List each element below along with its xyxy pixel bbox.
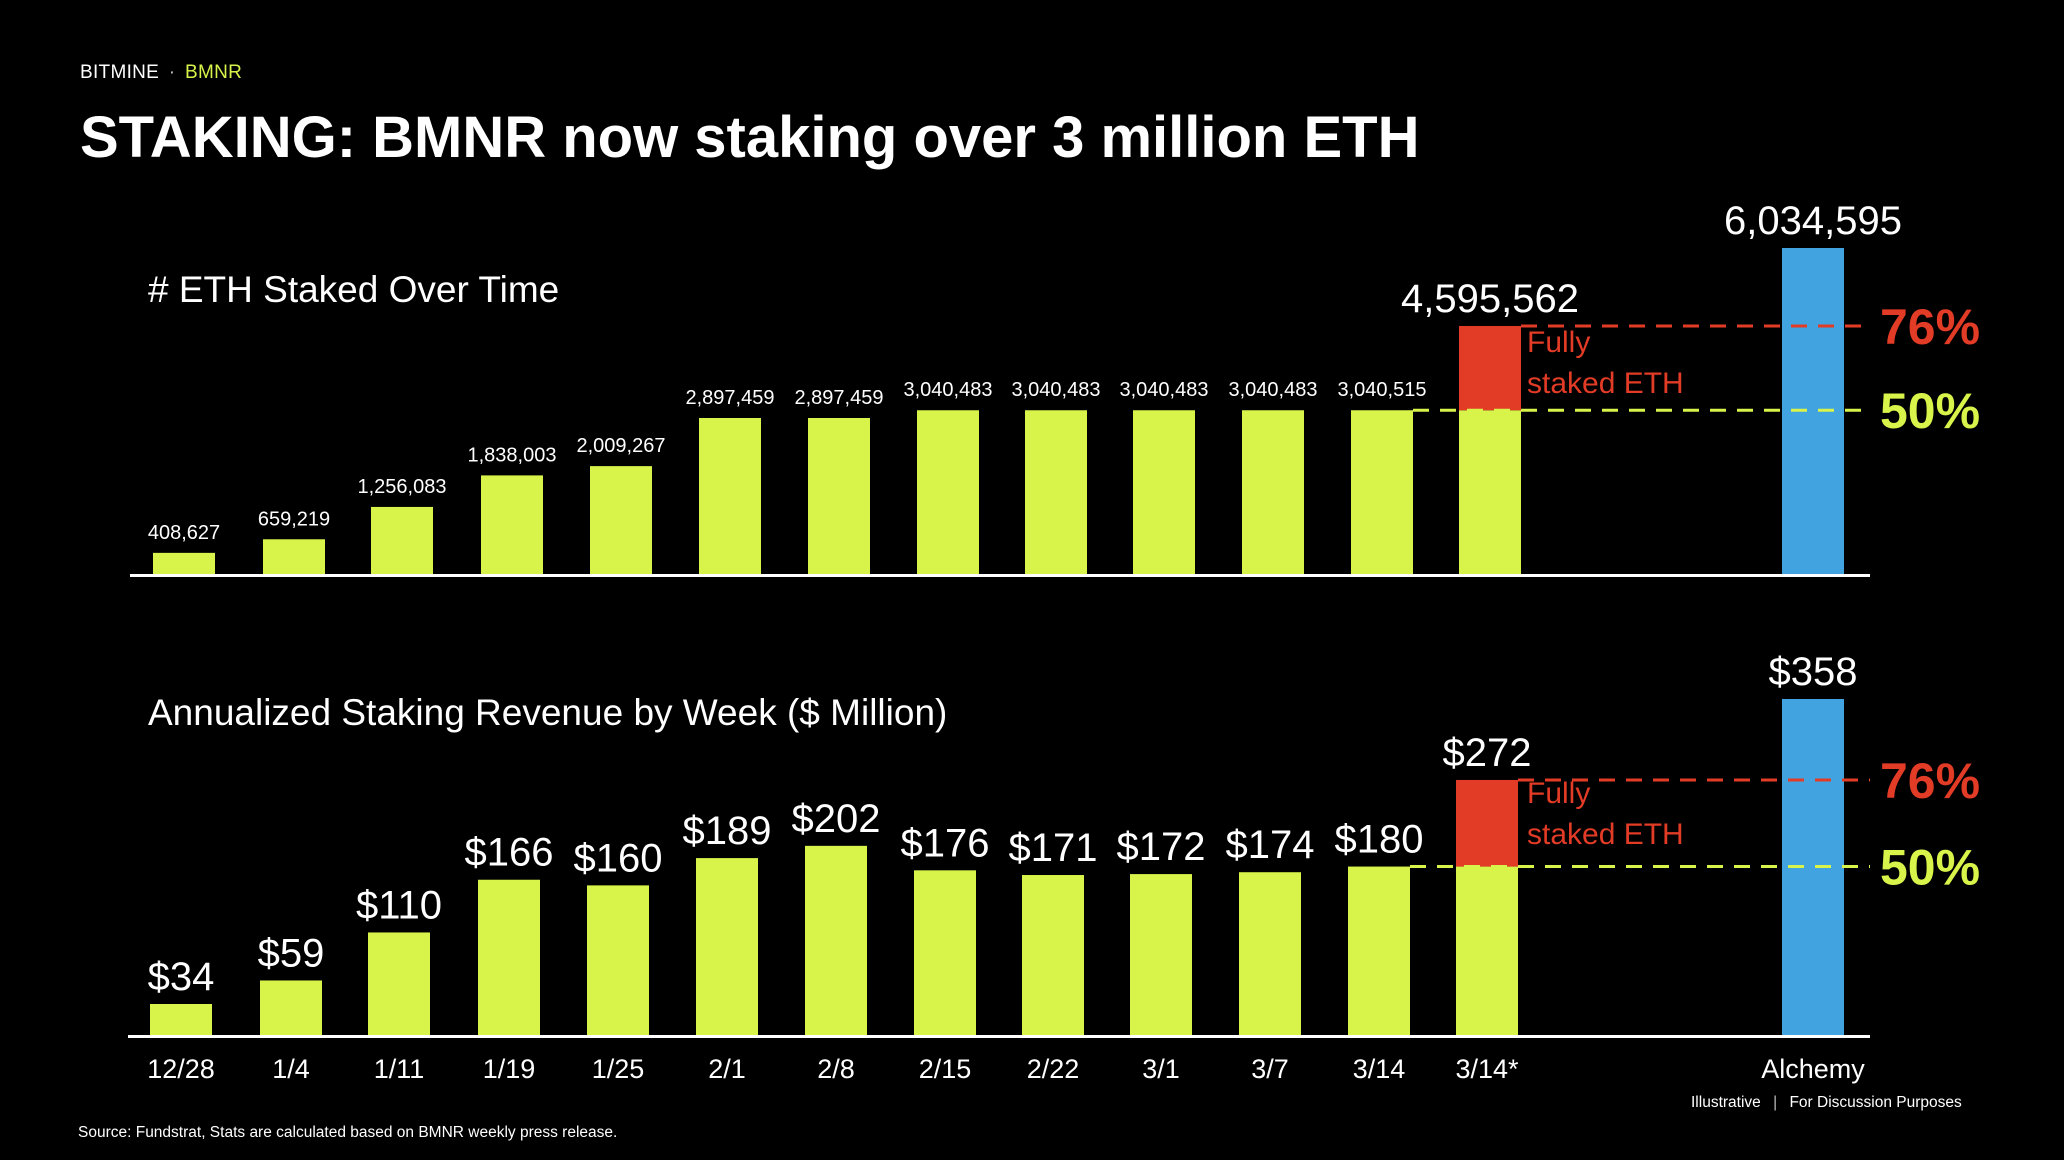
brand-ticker: BMNR [185,62,243,83]
tick-label-2: 1/11 [374,1054,425,1084]
chart-title-panel2: Annualized Staking Revenue by Week ($ Mi… [148,692,947,733]
data-label-panel1-6: 2,897,459 [795,387,884,409]
bar-panel2-10 [1239,872,1301,1036]
footnote-divider: | [1773,1094,1778,1111]
bar-panel1-8 [1025,410,1087,575]
bar-panel2-12 [1456,866,1518,1036]
bar-panel2-9 [1130,874,1192,1036]
bar-panel1-6 [808,417,870,575]
data-label-panel2-4: $160 [574,836,663,880]
bar-panel2-6 [805,845,867,1036]
bar-panel1-2 [371,506,433,575]
bar-panel2-3 [478,879,540,1036]
data-label-panel1-13: 6,034,595 [1724,199,1902,243]
footnote-discussion: For Discussion Purposes [1789,1094,1962,1111]
data-label-panel1-5: 2,897,459 [686,387,775,409]
bar-panel2-0 [150,1003,212,1036]
brand-header: BITMINE · BMNR [80,62,242,84]
brand-company: BITMINE [80,62,160,83]
tick-label-10: 3/7 [1251,1054,1289,1084]
bar-panel2-7 [914,870,976,1036]
tick-label-9: 3/1 [1142,1054,1180,1084]
data-label-panel1-2: 1,256,083 [358,476,447,498]
tick-label-6: 2/8 [817,1054,855,1084]
data-label-panel2-5: $189 [683,809,772,853]
fully-staked-label-line2-panel1: staked ETH [1527,367,1684,400]
tick-label-5: 2/1 [708,1054,746,1084]
tick-label-7: 2/15 [919,1054,972,1084]
tick-label-8: 2/22 [1027,1054,1080,1084]
fully-staked-label-line1-panel2: Fully [1527,777,1590,810]
ref-label-bg-panel1-0 [1873,291,2003,360]
fully-staked-label-line1-panel1: Fully [1527,326,1590,359]
data-label-panel1-8: 3,040,483 [1012,379,1101,401]
bar-panel2-11 [1348,866,1410,1036]
tick-label-3: 1/19 [483,1054,536,1084]
data-label-panel1-12: 4,595,562 [1401,277,1579,321]
bar-panel1-4 [590,466,652,575]
tick-label-13: Alchemy [1761,1054,1865,1084]
bar-panel2-1 [260,980,322,1036]
data-label-panel1-11: 3,040,515 [1338,379,1427,401]
brand-separator: · [168,62,176,83]
data-label-panel1-4: 2,009,267 [577,435,666,457]
bar-panel2-5 [696,858,758,1036]
data-label-panel2-13: $358 [1769,650,1858,694]
bar-panel1-7 [917,410,979,575]
data-label-panel2-7: $176 [901,821,990,865]
bar-panel1-5 [699,417,761,575]
data-label-panel2-8: $171 [1009,826,1098,870]
chart-title-panel1: # ETH Staked Over Time [148,269,559,310]
data-label-panel2-10: $174 [1226,823,1315,867]
data-label-panel2-3: $166 [465,831,554,875]
data-label-panel2-6: $202 [792,797,881,841]
bar-panel1-1 [263,539,325,575]
data-label-panel1-0: 408,627 [148,522,220,544]
tick-label-1: 1/4 [272,1054,310,1084]
footnote-illustrative: Illustrative [1691,1094,1761,1111]
data-label-panel2-2: $110 [356,883,442,927]
bar-panel2-2 [368,932,430,1036]
ref-label-panel2-1: 50% [1880,840,1980,896]
tick-label-11: 3/14 [1353,1054,1406,1084]
data-label-panel1-9: 3,040,483 [1120,379,1209,401]
data-label-panel1-3: 1,838,003 [468,444,557,466]
data-label-panel2-11: $180 [1335,818,1424,862]
bar-panel1-3 [481,475,543,575]
bar-panel1-12 [1459,410,1521,575]
tick-label-4: 1/25 [592,1054,645,1084]
source-note: Source: Fundstrat, Stats are calculated … [78,1124,618,1141]
bar-panel1-9 [1133,410,1195,575]
data-label-panel2-1: $59 [258,931,325,975]
ref-label-panel1-1: 50% [1880,383,1980,439]
data-label-panel2-12: $272 [1443,731,1532,775]
bar-panel1-0 [153,552,215,575]
ref-label-bg-panel1-1 [1873,376,2003,445]
bar-fully-staked-panel2 [1456,779,1518,867]
bar-panel2-4 [587,885,649,1036]
bar-fully-staked-panel1 [1459,325,1521,411]
ref-label-panel1-0: 76% [1880,299,1980,355]
bar-panel2-8 [1022,875,1084,1036]
tick-label-12: 3/14* [1455,1054,1519,1084]
ref-label-bg-panel2-0 [1873,745,2003,814]
bar-panel1-10 [1242,410,1304,575]
data-label-panel2-9: $172 [1117,825,1206,869]
ref-label-bg-panel2-1 [1873,832,2003,901]
tick-label-0: 12/28 [147,1054,215,1084]
bar-panel1-11 [1351,410,1413,575]
data-label-panel2-0: $34 [148,955,215,999]
data-label-panel1-10: 3,040,483 [1229,379,1318,401]
data-label-panel1-1: 659,219 [258,508,330,530]
data-label-panel1-7: 3,040,483 [904,379,993,401]
page-title: STAKING: BMNR now staking over 3 million… [80,105,1420,170]
ref-label-panel2-0: 76% [1880,753,1980,809]
footnote: Illustrative | For Discussion Purposes [1691,1094,1962,1112]
fully-staked-label-line2-panel2: staked ETH [1527,818,1684,851]
